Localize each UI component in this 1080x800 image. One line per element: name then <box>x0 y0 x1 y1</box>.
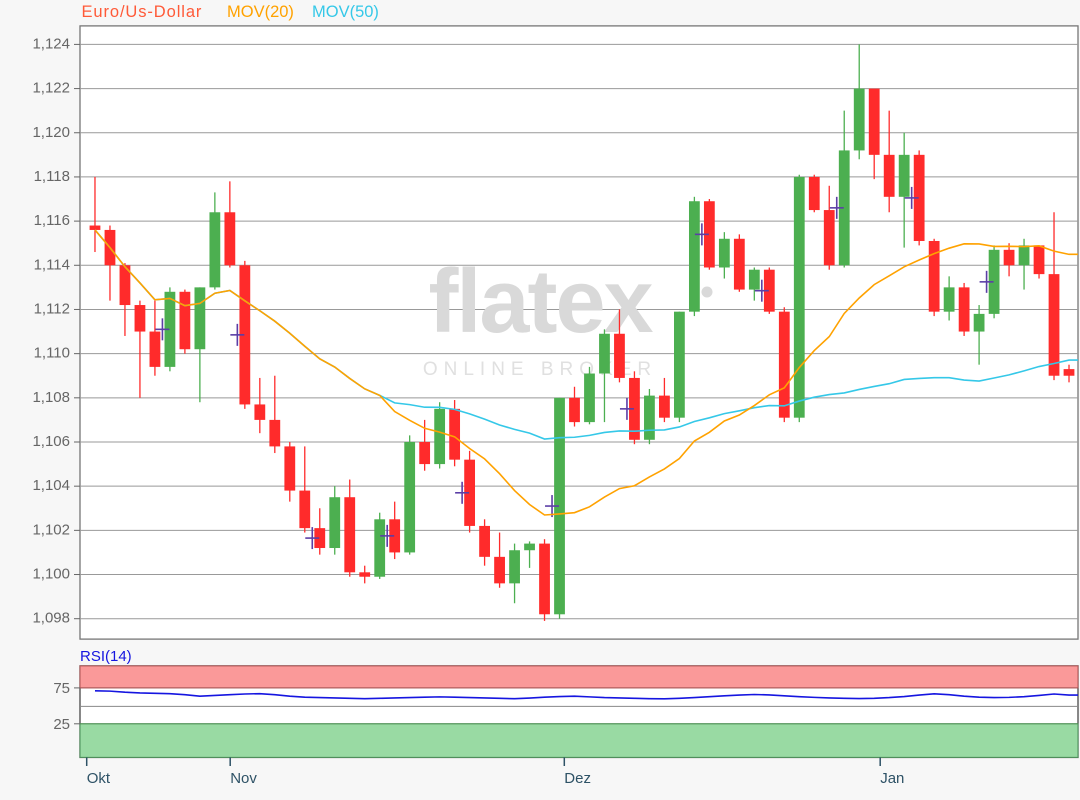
svg-text:RSI(14): RSI(14) <box>80 648 132 665</box>
svg-text:1,114: 1,114 <box>34 256 70 273</box>
svg-text:1,120: 1,120 <box>32 124 70 141</box>
svg-text:1,104: 1,104 <box>32 477 70 494</box>
svg-text:1,116: 1,116 <box>34 212 70 229</box>
svg-text:1,122: 1,122 <box>32 80 70 97</box>
svg-text:1,118: 1,118 <box>34 168 70 185</box>
svg-text:1,112: 1,112 <box>34 300 70 317</box>
svg-text:1,124: 1,124 <box>32 35 70 52</box>
svg-text:Okt: Okt <box>87 770 111 787</box>
svg-text:Jan: Jan <box>880 770 904 787</box>
svg-text:1,102: 1,102 <box>32 521 70 538</box>
svg-text:1,106: 1,106 <box>32 433 70 450</box>
svg-text:1,110: 1,110 <box>34 345 70 362</box>
svg-text:MOV(50): MOV(50) <box>312 3 379 21</box>
svg-text:Euro/Us-Dollar: Euro/Us-Dollar <box>82 3 203 21</box>
svg-text:75: 75 <box>53 680 70 697</box>
svg-text:1,098: 1,098 <box>32 610 70 627</box>
svg-text:MOV(20): MOV(20) <box>227 3 294 21</box>
svg-text:25: 25 <box>53 716 70 733</box>
svg-text:1,100: 1,100 <box>32 566 70 583</box>
svg-text:1,108: 1,108 <box>32 389 70 406</box>
svg-text:Nov: Nov <box>230 770 257 787</box>
svg-text:Dez: Dez <box>564 770 591 787</box>
